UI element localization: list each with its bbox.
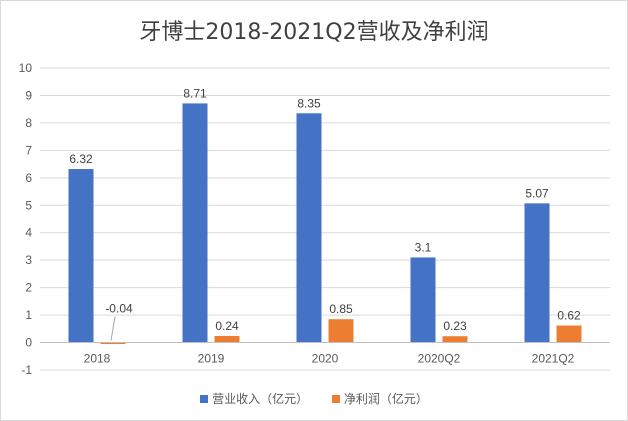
bar-profit-2020 xyxy=(328,319,354,343)
legend-label-profit: 净利润（亿元） xyxy=(343,392,428,406)
data-label: 8.71 xyxy=(183,86,207,100)
y-tick-label: 0 xyxy=(25,336,32,350)
legend-item-profit: 净利润（亿元） xyxy=(331,390,428,407)
y-tick-label: 8 xyxy=(25,116,32,130)
bar-revenue-2021Q2 xyxy=(524,203,550,343)
x-tick-label: 2018 xyxy=(84,352,111,366)
data-label: 8.35 xyxy=(297,96,321,110)
y-tick-label: 6 xyxy=(25,171,32,185)
y-tick-label: 4 xyxy=(25,226,32,240)
bar-revenue-2018 xyxy=(68,169,94,343)
y-axis: -1 0 1 2 3 4 5 6 7 8 9 10 xyxy=(19,61,33,377)
chart-title: 牙博士2018-2021Q2营收及净利润 xyxy=(139,20,489,45)
bars xyxy=(68,103,582,345)
data-label: 0.85 xyxy=(329,302,353,316)
x-tick-label: 2019 xyxy=(198,352,225,366)
data-label: 5.07 xyxy=(525,186,549,200)
bar-profit-2021Q2 xyxy=(556,325,582,343)
data-label: 6.32 xyxy=(69,152,93,166)
y-tick-label: 3 xyxy=(25,253,32,267)
y-tick-label: 10 xyxy=(19,61,33,75)
legend-swatch-revenue xyxy=(200,394,209,403)
y-tick-label: 9 xyxy=(25,88,32,102)
legend-item-revenue: 营业收入（亿元） xyxy=(200,390,308,407)
y-tick-label: 1 xyxy=(25,308,32,322)
legend-label-revenue: 营业收入（亿元） xyxy=(212,392,309,406)
x-tick-label: 2021Q2 xyxy=(532,352,575,366)
data-labels: 6.32 -0.04 8.71 0.24 8.35 0.85 3.1 0.23 5.07 0.62 xyxy=(69,86,581,341)
bar-revenue-2019 xyxy=(182,103,208,343)
legend: 营业收入（亿元） 净利润（亿元） xyxy=(0,390,628,407)
y-tick-label: 5 xyxy=(25,198,32,212)
leader-line xyxy=(110,316,116,341)
y-tick-label: 7 xyxy=(25,143,32,157)
data-label: -0.04 xyxy=(105,302,133,316)
data-label: 0.24 xyxy=(215,319,239,333)
x-axis: 2018 2019 2020 2020Q2 2021Q2 xyxy=(40,342,610,366)
bar-profit-2019 xyxy=(214,335,240,343)
y-tick-label: 2 xyxy=(25,281,32,295)
legend-swatch-profit xyxy=(331,394,340,403)
x-tick-label: 2020Q2 xyxy=(418,352,461,366)
bar-revenue-2020Q2 xyxy=(410,257,436,343)
bar-profit-2018 xyxy=(100,342,126,345)
data-label: 0.23 xyxy=(443,319,467,333)
data-label: 3.1 xyxy=(415,240,432,254)
data-label: 0.62 xyxy=(557,309,581,323)
x-tick-label: 2020 xyxy=(312,352,339,366)
bar-revenue-2020 xyxy=(296,113,322,343)
bar-profit-2020Q2 xyxy=(442,336,468,343)
gridlines xyxy=(40,67,610,371)
y-tick-label: -1 xyxy=(21,363,32,377)
